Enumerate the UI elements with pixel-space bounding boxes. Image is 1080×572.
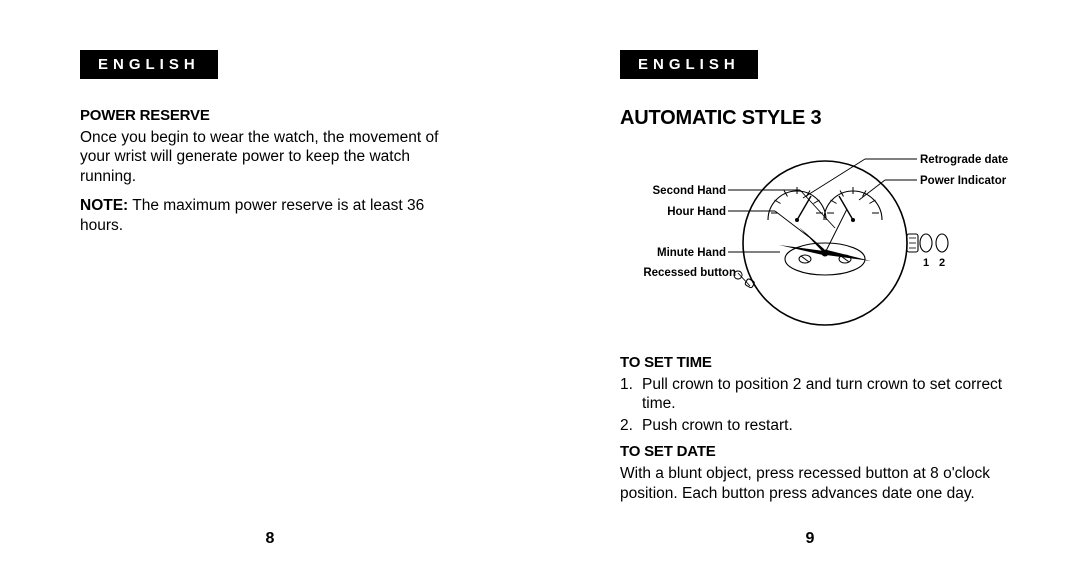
list-item: 1. Pull crown to position 2 and turn crow… [620, 375, 1020, 414]
subdial-tick [813, 200, 819, 204]
subdial-left [768, 191, 826, 220]
page-left: ENGLISH POWER RESERVE Once you begin to … [0, 0, 540, 572]
lang-header-right: ENGLISH [620, 50, 758, 79]
second-hand-line [825, 209, 847, 253]
step-text: Pull crown to position 2 and turn crown … [642, 376, 1002, 412]
label-minute-hand: Minute Hand [657, 247, 726, 259]
crown-pos2 [936, 234, 948, 252]
section-title-to-set-time: TO SET TIME [620, 354, 1020, 371]
section-title-to-set-date: TO SET DATE [620, 443, 1020, 460]
power-reserve-body: Once you begin to wear the watch, the mo… [80, 128, 460, 186]
crown-pos1 [920, 234, 932, 252]
subdial-right-hand [839, 196, 853, 220]
step-number: 1. [620, 375, 633, 394]
lang-header-left: ENGLISH [80, 50, 218, 79]
section-title-power-reserve: POWER RESERVE [80, 107, 460, 124]
leader-line [803, 159, 865, 198]
label-recessed-button: Recessed button [643, 267, 736, 279]
main-title-automatic-style-3: AUTOMATIC STYLE 3 [620, 107, 1020, 130]
power-reserve-note: NOTE: The maximum power reserve is at le… [80, 196, 460, 235]
page-number-left: 8 [266, 530, 275, 548]
note-label: NOTE: [80, 197, 128, 214]
page-right: ENGLISH AUTOMATIC STYLE 3 Second Hand Ho… [540, 0, 1080, 572]
subdial-tick [774, 200, 780, 204]
watch-diagram-svg: Second Hand Hour Hand Minute Hand Recess… [630, 148, 1010, 338]
note-body: The maximum power reserve is at least 36… [80, 197, 424, 233]
set-time-steps: 1. Pull crown to position 2 and turn crow… [620, 375, 1020, 435]
label-crown-1: 1 [923, 257, 929, 269]
subdial-right-pivot [851, 218, 855, 222]
list-item: 2. Push crown to restart. [620, 416, 1020, 435]
leader-line [800, 190, 835, 228]
label-crown-2: 2 [939, 257, 945, 269]
label-power-indicator: Power Indicator [920, 175, 1007, 187]
label-second-hand: Second Hand [653, 185, 726, 197]
label-hour-hand: Hour Hand [667, 206, 726, 218]
step-text: Push crown to restart. [642, 417, 793, 434]
set-date-body: With a blunt object, press recessed butt… [620, 464, 1020, 503]
center-oval-slash [801, 256, 809, 262]
label-retrograde-date: Retrograde date [920, 154, 1008, 166]
leader-line [775, 211, 809, 237]
subdial-tick [830, 200, 836, 204]
subdial-tick [869, 200, 875, 204]
step-number: 2. [620, 416, 633, 435]
center-pivot [822, 250, 829, 257]
subdial-left-pivot [795, 218, 799, 222]
subdial-right [824, 191, 882, 220]
leader-line [859, 180, 885, 200]
page-number-right: 9 [806, 530, 815, 548]
watch-diagram: Second Hand Hour Hand Minute Hand Recess… [630, 148, 1010, 338]
